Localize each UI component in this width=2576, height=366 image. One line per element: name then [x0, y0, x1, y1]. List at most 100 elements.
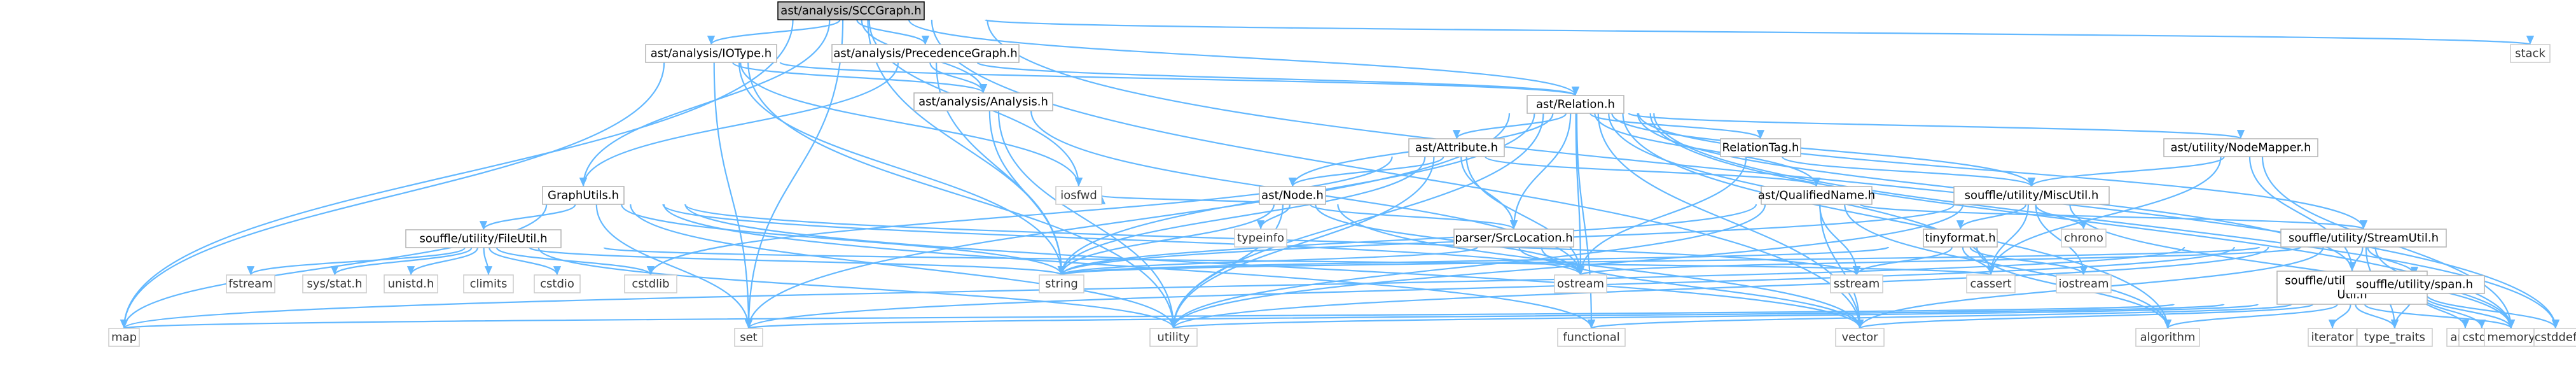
node-box [405, 229, 562, 248]
node-label: ast/utility/NodeMapper.h [2170, 141, 2311, 155]
node-span[interactable]: souffle/utility/span.h [2344, 275, 2485, 294]
node-chrono: chrono [2061, 229, 2107, 248]
edge-relation-to-algorithm [1622, 113, 2172, 329]
node-label: ast/QualifiedName.h [1758, 189, 1875, 202]
node-qualifiedname[interactable]: ast/QualifiedName.h [1758, 186, 1875, 205]
node-label: vector [1841, 331, 1878, 344]
node-box [302, 274, 367, 293]
node-box [1953, 186, 2110, 205]
node-label: chrono [2064, 232, 2103, 245]
node-label: RelationTag.h [1722, 141, 1799, 155]
node-precedence[interactable]: ast/analysis/PrecedenceGraph.h [831, 44, 1020, 63]
edge-nodemapper-to-containerutil [2248, 156, 2357, 272]
node-analysis[interactable]: ast/analysis/Analysis.h [913, 92, 1053, 111]
node-box [463, 274, 514, 293]
edge-node-to-typeinfo [1256, 204, 1291, 230]
edge-node-to-string [1057, 204, 1275, 276]
edge-iotype-to-string [738, 62, 1066, 276]
node-sysstat: sys/stat.h [302, 274, 367, 293]
edge-miscutil-to-memory [2069, 204, 2516, 329]
node-node[interactable]: ast/Node.h [1259, 186, 1326, 205]
node-iostream: iostream [2056, 274, 2112, 293]
edge-layer [120, 18, 2560, 330]
edge-containerutil-to-utility [1170, 303, 2259, 330]
edge-miscutil-to-cassert [1986, 204, 2029, 276]
node-fstream: fstream [226, 274, 275, 293]
node-iosfwd: iosfwd [1055, 186, 1102, 205]
edge-fileutil-to-unistd [406, 247, 478, 276]
node-label: fstream [228, 278, 272, 291]
edge-containerutil-to-memory [2364, 304, 2515, 329]
edge-sccgraph-to-stack [985, 18, 2533, 46]
node-attribute[interactable]: ast/Attribute.h [1408, 138, 1505, 157]
node-box [1554, 274, 1607, 293]
edge-streamutil-to-utility [1170, 246, 2269, 329]
node-label: sys/stat.h [307, 278, 362, 291]
node-miscutil[interactable]: souffle/utility/MiscUtil.h [1953, 186, 2110, 205]
edge-relation-to-cstddef [1653, 113, 2560, 329]
node-box [2533, 328, 2576, 347]
node-box [1234, 229, 1287, 248]
node-utility: utility [1149, 328, 1198, 347]
edge-fileutil-to-utility [537, 247, 1177, 329]
node-nodemapper[interactable]: ast/utility/NodeMapper.h [2163, 138, 2318, 157]
edge-attribute-to-qualifiedname [1485, 155, 1820, 188]
edge-attribute-to-node [1288, 156, 1444, 187]
edge-containerutil-to-vector [1856, 303, 2314, 330]
node-box [542, 186, 625, 205]
node-tinyformat[interactable]: tinyformat.h [1923, 229, 1998, 248]
node-label: ast/analysis/IOType.h [651, 47, 772, 60]
edge-node-to-srclocation [1309, 203, 1518, 230]
edge-relationtag-to-miscutil [1781, 155, 2035, 188]
node-srclocation[interactable]: parser/SrcLocation.h [1453, 229, 1574, 248]
node-streamutil[interactable]: souffle/utility/StreamUtil.h [2280, 229, 2447, 248]
node-label: functional [1563, 331, 1620, 344]
edge-graphutils-to-utility [630, 204, 1178, 329]
node-box [831, 44, 1020, 63]
node-iotype[interactable]: ast/analysis/IOType.h [645, 44, 777, 63]
edge-graphutils-to-set [595, 204, 753, 329]
edge-graphutils-to-map [120, 204, 548, 329]
node-box [1259, 186, 1326, 205]
node-memory: memory [2484, 328, 2538, 347]
edge-relation-to-miscutil [1611, 113, 2036, 187]
edge-fileutil-to-climits [483, 247, 493, 276]
node-box [2163, 138, 2318, 157]
node-fileutil[interactable]: souffle/utility/FileUtil.h [405, 229, 562, 248]
node-box [1039, 274, 1084, 293]
node-cstdio: cstdio [534, 274, 581, 293]
node-unistd: unistd.h [384, 274, 438, 293]
node-sccgraph[interactable]: ast/analysis/SCCGraph.h [777, 1, 925, 20]
node-relationtag[interactable]: RelationTag.h [1720, 138, 1801, 157]
node-climits: climits [463, 274, 514, 293]
node-box [2510, 44, 2551, 63]
edge-qualifiedname-to-utility [1169, 204, 1766, 329]
node-graphutils[interactable]: GraphUtils.h [542, 186, 625, 205]
node-relation[interactable]: ast/Relation.h [1527, 95, 1624, 114]
node-box [1408, 138, 1505, 157]
edge-analysis-to-utility [997, 110, 1178, 329]
edge-containerutil-to-iterator [2328, 304, 2351, 329]
edge-fileutil-to-string [529, 246, 1065, 276]
node-label: string [1045, 278, 1078, 291]
node-label: cstdlib [632, 278, 669, 291]
node-box [2135, 328, 2200, 347]
edge-analysis-to-string [988, 110, 1066, 276]
node-box [1149, 328, 1198, 347]
edge-iotype-to-iosfwd [740, 62, 1083, 187]
edge-streamutil-to-string [1058, 246, 2261, 276]
edge-streamutil-to-ostream [1577, 246, 2302, 276]
edge-miscutil-to-iostream [2035, 204, 2088, 276]
edge-precedence-to-relation [976, 61, 1579, 97]
node-typeinfo: typeinfo [1234, 229, 1287, 248]
node-stack: stack [2510, 44, 2551, 63]
node-label: memory [2487, 331, 2535, 344]
node-layer: ast/analysis/SCCGraph.h ast/analysis/IOTy… [108, 1, 2576, 347]
edge-qualifiedname-to-algorithm [1844, 204, 2172, 329]
node-label: climits [470, 278, 508, 291]
node-ostream: ostream [1554, 274, 1607, 293]
edge-tinyformat-to-string [1058, 246, 1890, 276]
node-label: cstdio [540, 278, 574, 291]
node-label: ast/analysis/PrecedenceGraph.h [833, 47, 1017, 60]
node-box [1966, 274, 2016, 293]
